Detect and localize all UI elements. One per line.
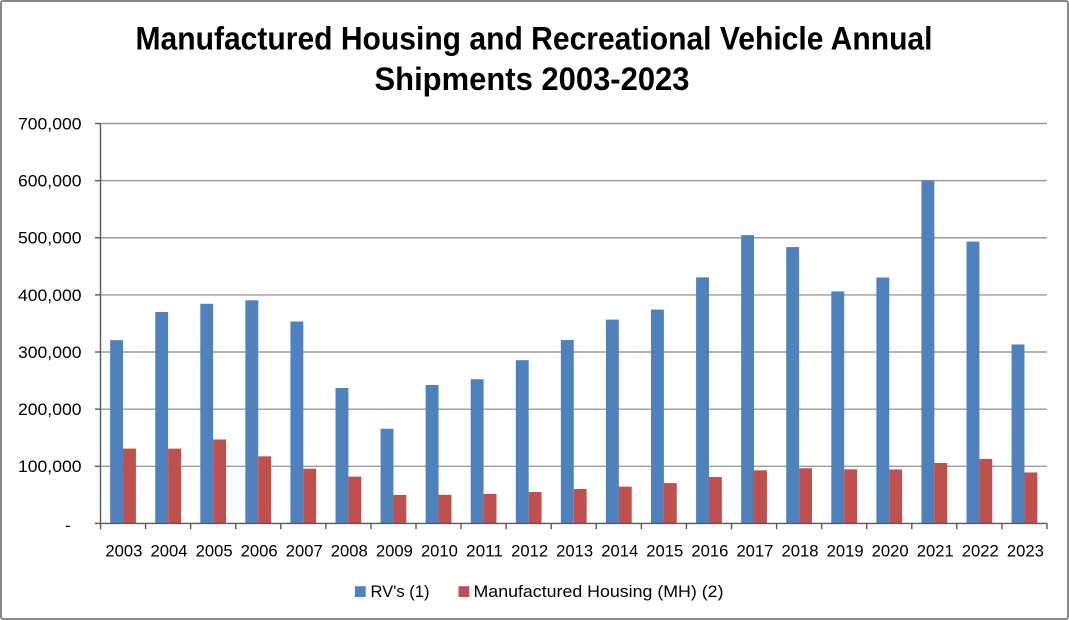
svg-text:2015: 2015 <box>646 541 683 560</box>
svg-text:2014: 2014 <box>601 541 638 560</box>
svg-text:Manufactured Housing and Recre: Manufactured Housing and Recreational Ve… <box>136 21 933 57</box>
svg-text:2019: 2019 <box>827 541 864 560</box>
svg-text:2021: 2021 <box>917 541 954 560</box>
svg-text:2023: 2023 <box>1007 541 1044 560</box>
svg-text:300,000: 300,000 <box>18 343 82 362</box>
svg-text:Manufactured Housing (MH) (2): Manufactured Housing (MH) (2) <box>474 582 724 601</box>
svg-text:100,000: 100,000 <box>18 457 82 476</box>
svg-text:2005: 2005 <box>196 541 233 560</box>
svg-text:500,000: 500,000 <box>18 229 82 248</box>
svg-text:2009: 2009 <box>376 541 413 560</box>
svg-text:200,000: 200,000 <box>18 400 82 419</box>
svg-text:2008: 2008 <box>331 541 368 560</box>
svg-text:RV's (1): RV's (1) <box>371 582 430 601</box>
svg-text:2007: 2007 <box>286 541 323 560</box>
svg-text:2006: 2006 <box>241 541 278 560</box>
svg-text:400,000: 400,000 <box>18 286 82 305</box>
svg-text:Shipments 2003-2023: Shipments 2003-2023 <box>375 61 690 97</box>
svg-text:600,000: 600,000 <box>18 172 82 191</box>
svg-text:2003: 2003 <box>105 541 142 560</box>
svg-text:2011: 2011 <box>466 541 503 560</box>
svg-text:2020: 2020 <box>872 541 909 560</box>
svg-text:2016: 2016 <box>691 541 728 560</box>
svg-text:2012: 2012 <box>511 541 548 560</box>
svg-text:2010: 2010 <box>421 541 458 560</box>
svg-text:2017: 2017 <box>736 541 773 560</box>
svg-text:2022: 2022 <box>962 541 999 560</box>
svg-text:2004: 2004 <box>151 541 188 560</box>
svg-text:2018: 2018 <box>782 541 819 560</box>
svg-text:-: - <box>65 516 71 535</box>
svg-text:700,000: 700,000 <box>18 114 82 133</box>
svg-text:2013: 2013 <box>556 541 593 560</box>
